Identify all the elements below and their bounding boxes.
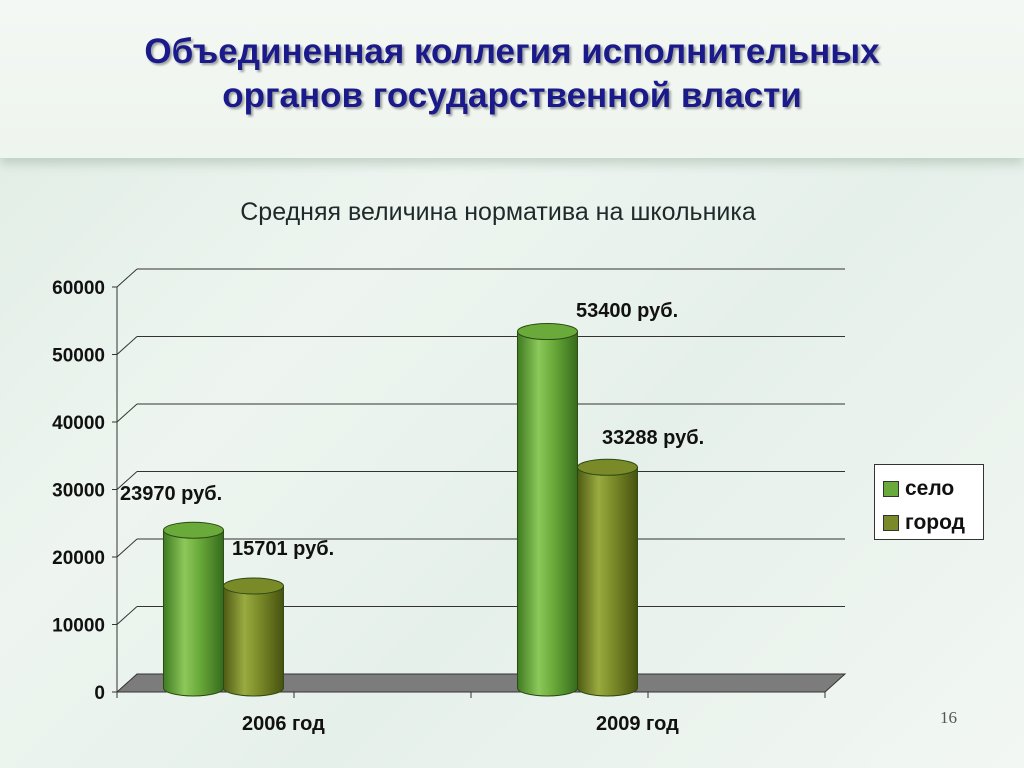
bar-село-0 <box>162 521 224 697</box>
y-tick-label: 50000 <box>52 346 105 367</box>
grid-diagonal <box>116 606 138 625</box>
x-tick-label: 2006 год <box>242 713 325 735</box>
grid-diagonal <box>116 403 138 423</box>
bar-top <box>516 323 578 341</box>
bar-body <box>576 466 638 697</box>
data-label: 53400 руб. <box>576 300 678 322</box>
bar-body <box>516 331 578 697</box>
slide-header: Объединенная коллегия исполнительных орг… <box>0 0 1024 158</box>
y-tick-label: 60000 <box>52 278 105 299</box>
bar-top <box>162 521 224 539</box>
grid-diagonal <box>116 268 138 288</box>
legend-label-gorod: город <box>905 511 966 534</box>
y-axis: 0 10000 20000 30000 40000 50000 60000 <box>52 278 118 704</box>
grid-diagonal <box>116 538 138 558</box>
bars <box>162 323 638 697</box>
bar-город-1 <box>576 458 638 697</box>
legend-item-selo: село <box>883 477 954 501</box>
data-label: 15701 руб. <box>232 538 334 560</box>
grid-diagonal <box>116 471 138 490</box>
data-label: 33288 руб. <box>602 427 704 449</box>
slide-title-line-1: Объединенная коллегия исполнительных <box>144 32 880 71</box>
y-tick-label: 0 <box>94 683 105 704</box>
data-labels: 23970 руб. 15701 руб. 53400 руб. 33288 руб. <box>120 300 704 560</box>
chart-title: Средняя величина норматива на школьника <box>240 198 756 226</box>
x-axis-labels: 2006 год 2009 год <box>242 713 679 735</box>
legend-swatch-gorod <box>883 515 899 531</box>
y-tick-label: 40000 <box>52 413 105 434</box>
bar-село-1 <box>516 323 578 697</box>
y-tick-label: 30000 <box>52 481 105 502</box>
bar-body <box>222 585 284 697</box>
legend-item-gorod: город <box>883 511 965 535</box>
page-number: 16 <box>940 708 957 727</box>
x-tick-label: 2009 год <box>596 713 679 735</box>
bar-top <box>222 577 284 595</box>
slide-title-line-2: органов государственной власти <box>222 76 802 115</box>
bar-top <box>576 458 638 476</box>
grid <box>116 268 845 625</box>
y-tick-label: 20000 <box>52 548 105 569</box>
bar-body <box>162 529 224 697</box>
grid-diagonal <box>116 336 138 355</box>
legend-swatch-selo <box>883 481 899 497</box>
legend: село город <box>874 464 984 540</box>
y-tick-label: 10000 <box>52 616 105 637</box>
slide-title: Объединенная коллегия исполнительных орг… <box>0 30 1024 118</box>
legend-label-selo: село <box>905 477 955 500</box>
bar-город-0 <box>222 577 284 697</box>
data-label: 23970 руб. <box>120 483 222 505</box>
